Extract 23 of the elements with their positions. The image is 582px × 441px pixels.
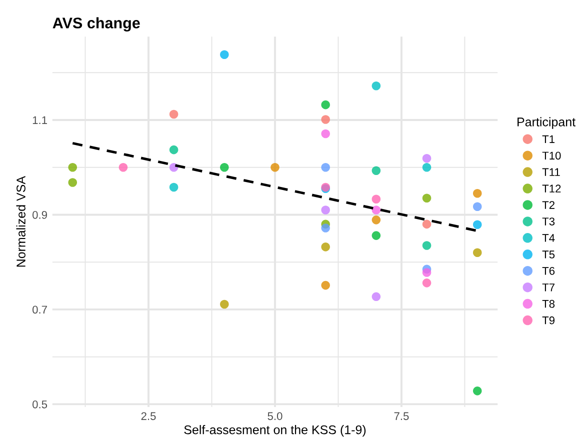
legend-title: Participant: [518, 117, 576, 129]
legend-label: T5: [542, 250, 555, 258]
y-tick-label: 0.9: [32, 210, 47, 219]
y-tick-label: 0.5: [32, 400, 48, 408]
legend-label: T6: [542, 266, 555, 275]
legend-label: T8: [542, 300, 555, 308]
legend-label: T4: [542, 234, 555, 242]
y-axis-title: Normalized VSA: [16, 176, 26, 267]
legend-label: T2: [542, 201, 554, 209]
legend-label: T11: [542, 168, 560, 176]
y-tick-label: 1.1: [32, 116, 47, 124]
y-tick-label: 0.7: [32, 306, 47, 314]
x-tick-label: 5.0: [268, 412, 282, 420]
legend-label: T3: [542, 218, 555, 226]
legend-label: T1: [542, 135, 554, 143]
legend-label: T9: [542, 316, 555, 324]
legend-label: T10: [542, 152, 561, 160]
x-axis-title: Self-assesment on the KSS (1-9): [184, 425, 366, 437]
legend-label: T7: [542, 284, 554, 292]
legend-label: T12: [542, 184, 561, 192]
x-tick-label: 7.5: [394, 412, 409, 420]
chart-title: AVS change: [52, 17, 140, 32]
x-tick-label: 2.5: [141, 412, 156, 420]
